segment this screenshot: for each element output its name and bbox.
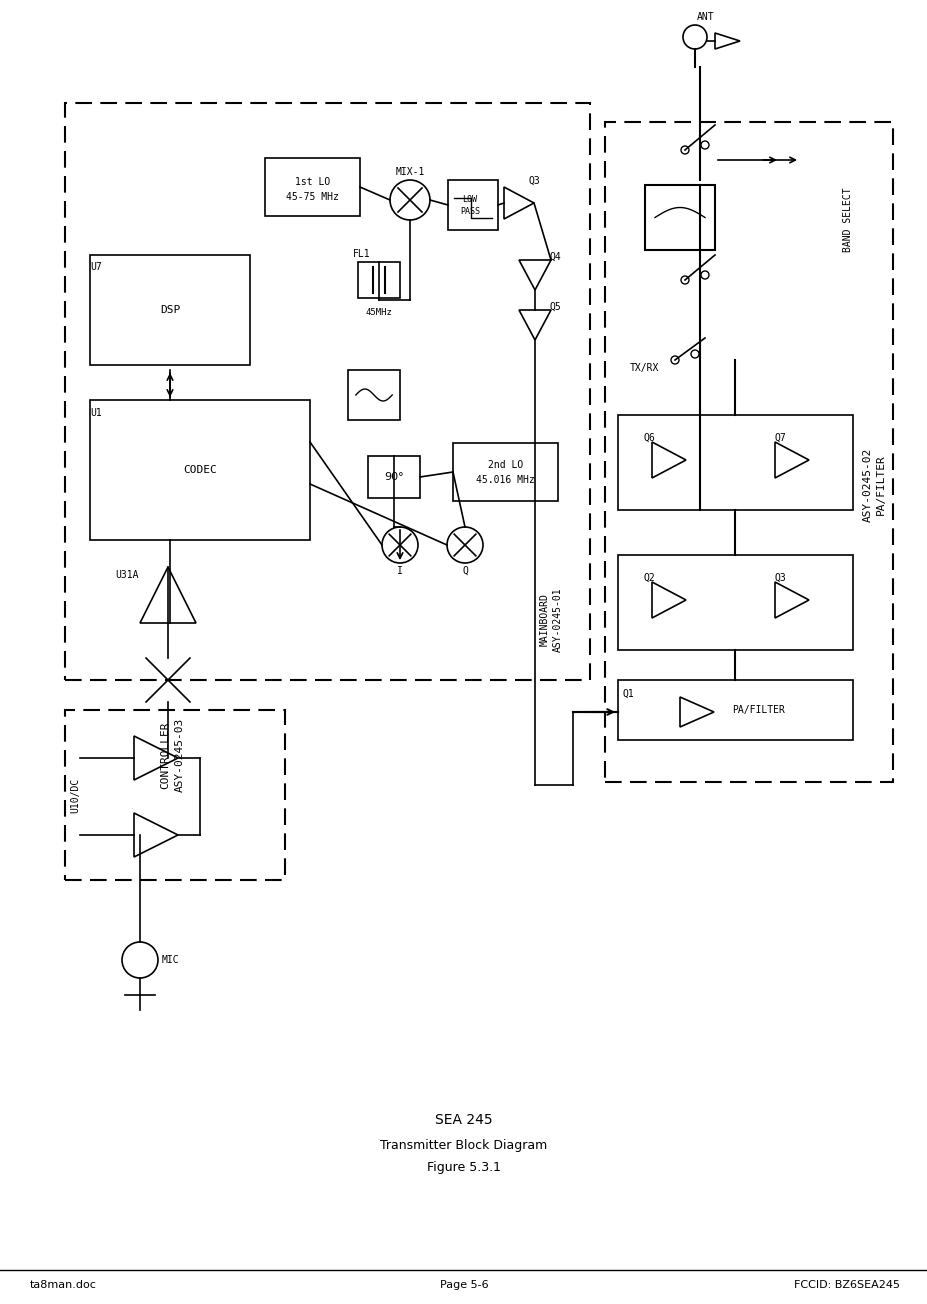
Text: U31A: U31A [115,570,138,580]
Text: PA/FILTER: PA/FILTER [731,705,784,715]
Text: FL1: FL1 [352,249,370,259]
Bar [358,262,400,299]
Text: TX/RX: TX/RX [629,363,659,373]
Text: CODEC: CODEC [183,466,217,475]
Bar [65,103,590,679]
Circle shape [382,527,417,563]
Bar [368,456,420,498]
Text: U1: U1 [90,408,102,419]
Circle shape [680,276,688,284]
Bar [644,185,714,250]
Polygon shape [518,310,551,340]
Text: 2nd LO: 2nd LO [488,460,523,469]
Text: Q6: Q6 [643,433,655,443]
Text: PA/FILTER: PA/FILTER [875,455,885,515]
Polygon shape [652,442,685,479]
Text: BAND SELECT: BAND SELECT [842,188,852,252]
Polygon shape [140,567,196,623]
Text: CONTROLLER: CONTROLLER [159,721,170,789]
Circle shape [682,25,706,50]
Bar [348,370,400,420]
Text: MIC: MIC [162,955,180,965]
Text: Transmitter Block Diagram: Transmitter Block Diagram [380,1138,547,1151]
Text: LOW: LOW [462,196,477,205]
Text: Q7: Q7 [774,433,786,443]
Polygon shape [133,812,178,857]
Circle shape [700,271,708,279]
Text: Q3: Q3 [774,572,786,583]
Text: MIX-1: MIX-1 [395,167,425,177]
Bar [604,123,892,782]
Polygon shape [518,259,551,289]
Circle shape [447,527,482,563]
Text: U10/DC: U10/DC [70,777,80,812]
Text: 45-75 MHz: 45-75 MHz [286,192,338,202]
Text: ASY-0245-02: ASY-0245-02 [862,447,872,522]
Text: Q5: Q5 [549,303,560,312]
Bar [617,415,852,510]
Text: FCCID: BZ6SEA245: FCCID: BZ6SEA245 [794,1281,899,1290]
Circle shape [680,146,688,154]
Circle shape [389,180,429,220]
Bar [617,679,852,739]
Bar [448,180,498,230]
Polygon shape [774,582,808,618]
Text: Q: Q [462,566,467,576]
Bar [65,709,285,880]
Text: 45MHz: 45MHz [365,309,392,317]
Text: ANT: ANT [696,12,714,22]
Text: ta8man.doc: ta8man.doc [30,1281,96,1290]
Text: ASY-0245-03: ASY-0245-03 [175,719,184,792]
Text: Q3: Q3 [527,176,540,186]
Text: MAINBOARD: MAINBOARD [540,593,550,647]
Text: ASY-0245-01: ASY-0245-01 [552,588,563,652]
Circle shape [121,941,158,978]
Text: 1st LO: 1st LO [295,177,330,186]
Circle shape [700,141,708,149]
Bar [265,158,360,216]
Text: Figure 5.3.1: Figure 5.3.1 [426,1162,501,1175]
Polygon shape [652,582,685,618]
Text: Q4: Q4 [549,252,560,262]
Circle shape [670,356,679,364]
Text: 45.016 MHz: 45.016 MHz [476,475,534,485]
Circle shape [691,349,698,359]
Text: Q2: Q2 [643,572,655,583]
Text: Q1: Q1 [622,689,634,699]
Text: I: I [397,566,402,576]
Text: 90°: 90° [384,472,403,482]
Text: PASS: PASS [460,207,479,216]
Text: DSP: DSP [159,305,180,316]
Bar [617,556,852,649]
Bar [90,400,310,540]
Text: U7: U7 [90,262,102,273]
Text: SEA 245: SEA 245 [435,1114,492,1127]
Polygon shape [503,186,533,219]
Bar [90,256,249,365]
Text: Page 5-6: Page 5-6 [439,1281,488,1290]
Polygon shape [714,33,739,50]
Polygon shape [133,735,178,780]
Polygon shape [679,698,713,728]
Polygon shape [774,442,808,479]
Bar [452,443,557,501]
